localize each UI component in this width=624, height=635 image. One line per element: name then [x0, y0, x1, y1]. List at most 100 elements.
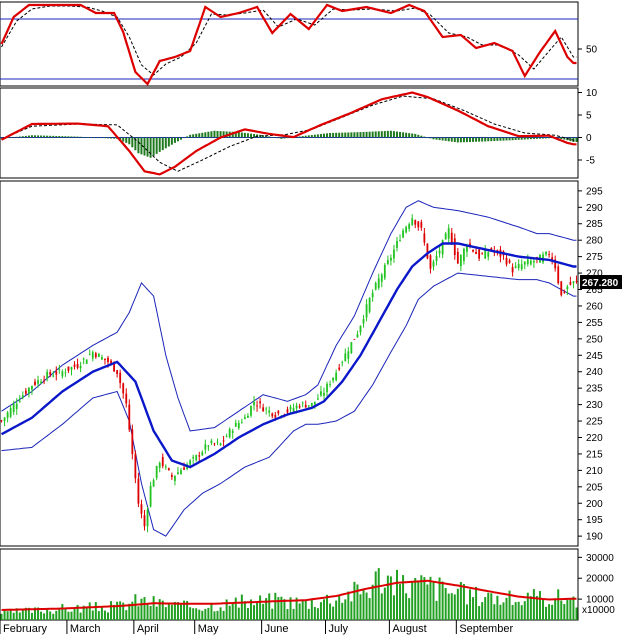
macd-histogram-bar: [52, 135, 55, 138]
macd-histogram-bar: [389, 130, 392, 138]
macd-histogram-bar: [131, 137, 134, 148]
volume-y-tick-label: 30000: [586, 553, 614, 564]
volume-bar: [143, 597, 146, 620]
candle-body: [213, 443, 216, 445]
candle-body: [566, 286, 569, 290]
price-y-tick-label: 190: [586, 532, 603, 543]
volume-bar: [225, 599, 228, 620]
volume-y-tick-label: 10000: [586, 595, 614, 606]
macd-histogram-bar: [146, 137, 149, 157]
macd-histogram-bar: [569, 137, 572, 142]
macd-histogram-bar: [198, 133, 201, 138]
candle-body: [174, 475, 176, 481]
candle-body: [225, 436, 228, 438]
candle-body: [441, 240, 444, 255]
volume-bar: [560, 600, 563, 620]
macd-histogram-bar: [332, 132, 335, 138]
macd-histogram-bar: [478, 137, 481, 142]
macd-histogram-bar: [459, 137, 462, 143]
candle-body: [411, 218, 414, 225]
macd-histogram-bar: [113, 137, 116, 139]
volume-bar: [259, 595, 262, 620]
volume-bar: [356, 584, 359, 620]
volume-bar: [380, 593, 383, 620]
candle-body: [164, 466, 167, 468]
volume-bar: [204, 608, 207, 620]
month-label: August: [392, 623, 426, 635]
volume-bar: [420, 575, 423, 620]
candle-body: [514, 266, 517, 268]
macd-histogram-bar: [24, 135, 27, 138]
price-y-tick-label: 200: [586, 499, 603, 510]
candle-body: [496, 250, 499, 252]
macd-histogram-bar: [487, 137, 490, 142]
volume-bar: [67, 611, 70, 620]
macd-histogram-bar: [33, 135, 36, 138]
candle-body: [46, 371, 49, 379]
candle-body: [350, 342, 353, 353]
volume-bar: [399, 584, 402, 620]
volume-bar: [234, 597, 237, 620]
volume-bar: [487, 592, 490, 620]
candle-body: [49, 372, 52, 375]
volume-bar: [456, 588, 459, 620]
volume-bar: [207, 607, 210, 620]
macd-histogram-bar: [350, 132, 353, 138]
volume-bar: [538, 591, 541, 620]
candle-body: [383, 264, 386, 279]
candle-body: [520, 264, 523, 270]
candle-body: [417, 221, 420, 228]
macd-histogram-bar: [329, 133, 332, 138]
volume-bar: [462, 584, 465, 620]
volume-bar: [529, 596, 532, 620]
candle-body: [243, 417, 246, 419]
volume-bar: [113, 604, 116, 620]
volume-bar: [505, 597, 508, 620]
candle-body: [247, 415, 249, 418]
volume-bar: [262, 603, 265, 620]
candle-body: [216, 441, 219, 443]
macd-histogram-bar: [222, 131, 225, 138]
candle-body: [88, 354, 91, 356]
volume-bar: [569, 598, 572, 620]
volume-bar: [222, 610, 225, 620]
candle-body: [100, 357, 103, 360]
candle-body: [338, 367, 341, 370]
macd-histogram-bar: [535, 137, 538, 139]
macd-histogram-bar: [377, 131, 380, 138]
macd-histogram-bar: [529, 137, 532, 140]
macd-histogram-bar: [295, 136, 298, 138]
volume-bar: [6, 611, 9, 620]
volume-bar: [122, 602, 125, 620]
candle-body: [435, 256, 438, 262]
macd-histogram-bar: [161, 137, 164, 151]
macd-histogram-bar: [64, 136, 67, 138]
macd-histogram-bar: [0, 137, 3, 139]
macd-histogram-bar: [21, 136, 24, 138]
candle-body: [316, 398, 319, 400]
candle-body: [307, 405, 310, 407]
volume-bar: [322, 599, 325, 620]
candle-body: [259, 401, 262, 404]
volume-bar: [478, 606, 481, 620]
volume-bar: [374, 571, 377, 620]
macd-histogram-bar: [67, 136, 70, 138]
volume-bar: [566, 599, 569, 620]
volume-bar: [146, 604, 149, 620]
candle-body: [304, 405, 307, 408]
candle-body: [131, 429, 134, 454]
candle-body: [40, 381, 42, 384]
macd-histogram-bar: [125, 137, 128, 143]
macd-histogram-bar: [265, 135, 268, 138]
candle-body: [323, 392, 325, 396]
macd-histogram-bar: [322, 133, 325, 138]
volume-bar: [88, 602, 91, 620]
price-y-tick-label: 240: [586, 367, 603, 378]
candle-body: [27, 387, 30, 393]
volume-bar: [219, 607, 222, 620]
volume-bar: [307, 608, 310, 620]
macd-histogram-bar: [423, 136, 426, 138]
candle-body: [393, 249, 395, 259]
volume-bar: [329, 603, 332, 620]
candle-body: [253, 401, 255, 406]
